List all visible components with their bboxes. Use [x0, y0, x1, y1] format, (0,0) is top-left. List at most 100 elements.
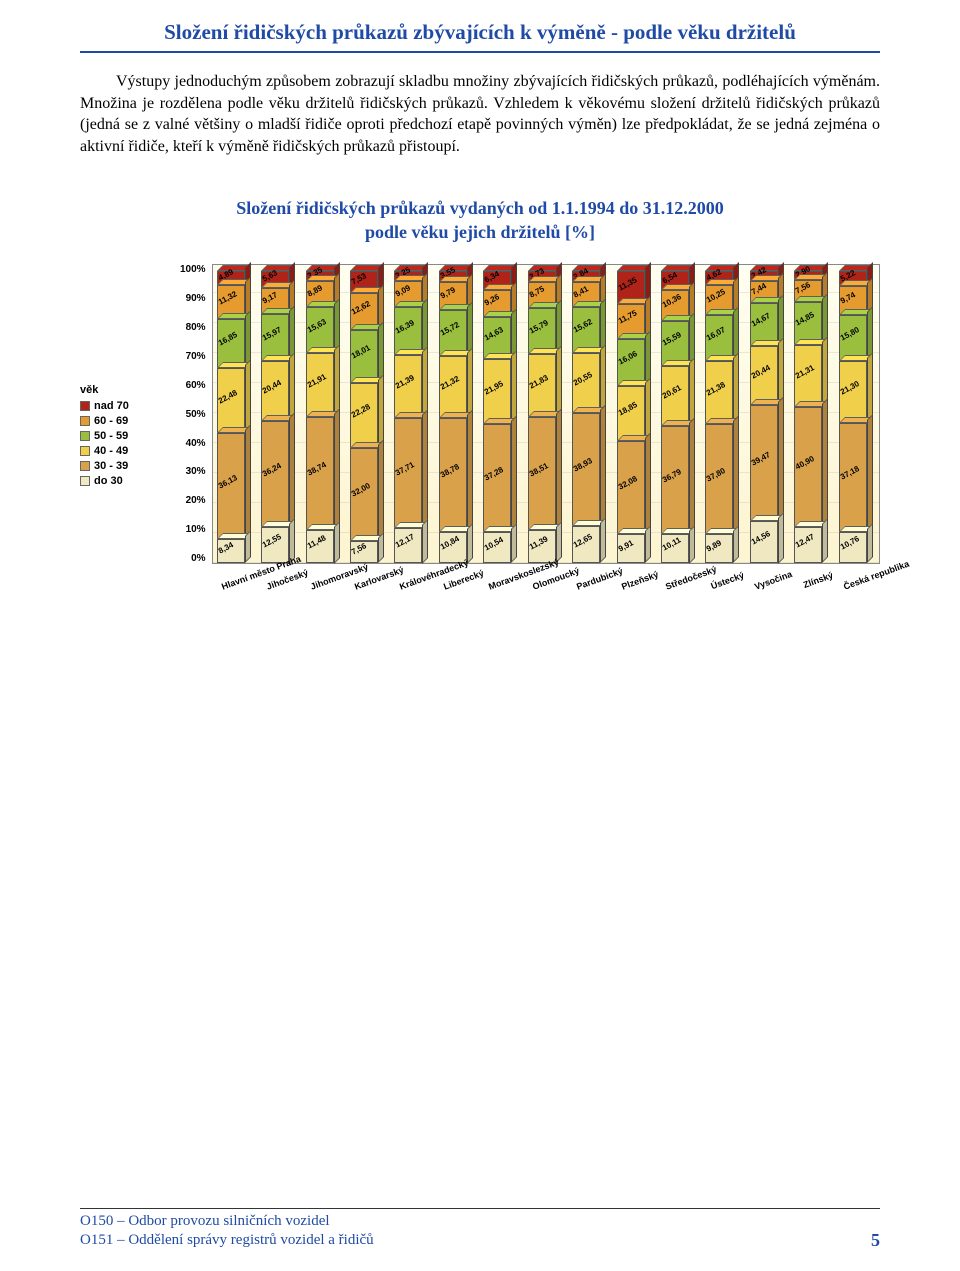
- legend-swatch: [80, 401, 90, 411]
- bar-segment-side: [867, 414, 873, 532]
- chart-title: Složení řidičských průkazů vydaných od 1…: [80, 197, 880, 244]
- page-number: 5: [871, 1230, 880, 1251]
- y-tick-label: 50%: [180, 409, 206, 420]
- bar-segment: 32,08: [617, 441, 645, 535]
- bar-segment: 21,91: [306, 353, 334, 417]
- bar-segment-side: [467, 347, 473, 418]
- bar-segment: 16,85: [217, 319, 245, 368]
- legend-label: 50 - 59: [94, 430, 128, 442]
- bar-segment: 38,74: [306, 417, 334, 530]
- bar-segment-side: [778, 512, 784, 564]
- bar-segment-side: [556, 345, 562, 418]
- bar-segment: 21,38: [705, 361, 733, 423]
- bar-segment-side: [600, 404, 606, 527]
- bar-segment: 22,28: [350, 383, 378, 448]
- section-title: Složení řidičských průkazů zbývajících k…: [80, 20, 880, 45]
- bar-segment: 22,48: [217, 368, 245, 434]
- bar-segment-side: [778, 396, 784, 520]
- chart-bar-column: 3,259,0916,3921,3937,7112,17: [394, 271, 430, 563]
- bar-segment: 36,13: [217, 433, 245, 538]
- chart-bar-column: 7,5312,6218,0122,2832,007,56: [350, 271, 386, 563]
- bar-segment: 10,11: [661, 534, 689, 564]
- y-tick-label: 40%: [180, 438, 206, 449]
- bar-segment: 39,47: [750, 405, 778, 520]
- bar-segment-side: [733, 415, 739, 534]
- x-tick-label: Vysočina: [753, 570, 790, 592]
- y-tick-label: 90%: [180, 293, 206, 304]
- bar-segment: 15,79: [528, 308, 556, 354]
- chart-bar-column: 3,559,7915,7221,3238,7810,84: [439, 271, 475, 563]
- legend-swatch: [80, 446, 90, 456]
- chart-bar-column: 5,639,1715,9720,4436,2412,55: [261, 271, 297, 563]
- legend-label: 40 - 49: [94, 445, 128, 457]
- legend-item: 30 - 39: [80, 460, 160, 472]
- chart-title-line1: Složení řidičských průkazů vydaných od 1…: [236, 198, 724, 218]
- bar-segment: 14,56: [750, 521, 778, 564]
- bar-segment: 37,80: [705, 424, 733, 534]
- x-tick-label: Pardubický: [575, 570, 612, 592]
- bar-segment: 12,65: [572, 526, 600, 563]
- bar-segment-side: [556, 408, 562, 529]
- legend-label: 60 - 69: [94, 415, 128, 427]
- legend-label: 30 - 39: [94, 460, 128, 472]
- y-tick-label: 100%: [180, 264, 206, 275]
- x-tick-label: Česká republika: [842, 570, 879, 592]
- bar-segment-side: [289, 412, 295, 527]
- bar-segment-side: [645, 377, 651, 441]
- chart-bar-column: 5,229,7415,8021,3037,1810,76: [839, 271, 875, 563]
- bar-segment-side: [289, 352, 295, 421]
- footer-line-2: O151 – Oddělení správy registrů vozidel …: [80, 1232, 880, 1249]
- bar-segment-side: [245, 424, 251, 538]
- legend-item: 40 - 49: [80, 445, 160, 457]
- bar-segment: 9,89: [705, 534, 733, 563]
- bar-segment-side: [822, 336, 828, 407]
- bar-segment-side: [511, 415, 517, 533]
- bar-segment: 12,47: [794, 527, 822, 563]
- bar-segment: 38,51: [528, 417, 556, 529]
- bar-segment: 40,90: [794, 407, 822, 526]
- page-footer: O150 – Odbor provozu silničních vozidel …: [80, 1208, 880, 1251]
- bar-segment: 9,91: [617, 534, 645, 563]
- chart-plot-area: 0%10%20%30%40%50%60%70%80%90%100% 4,8911…: [180, 264, 880, 580]
- y-tick-label: 70%: [180, 351, 206, 362]
- y-tick-label: 0%: [180, 553, 206, 564]
- bar-segment-side: [600, 344, 606, 413]
- bar-segment: 16,06: [617, 339, 645, 386]
- section-header: Složení řidičských průkazů zbývajících k…: [80, 20, 880, 53]
- chart-bar-column: 3,738,7515,7921,8338,5111,39: [528, 271, 564, 563]
- x-tick-label: Jihomoravský: [309, 570, 346, 592]
- chart-bar-column: 4,8911,3216,8522,4836,138,34: [217, 271, 253, 563]
- bar-segment: 20,44: [750, 346, 778, 406]
- legend-item: 50 - 59: [80, 430, 160, 442]
- bar-segment-side: [689, 417, 695, 533]
- chart-bar-column: 11,3511,7516,0618,8532,089,91: [617, 271, 653, 563]
- bar-segment: 37,71: [394, 418, 422, 528]
- bar-segment-side: [467, 523, 473, 564]
- bar-segment: 36,79: [661, 426, 689, 533]
- bar-segment: 20,55: [572, 353, 600, 413]
- bar-segment-side: [245, 359, 251, 434]
- x-tick-label: Zlínský: [797, 570, 834, 592]
- bar-segment: 37,18: [839, 423, 867, 532]
- legend-item: nad 70: [80, 400, 160, 412]
- bar-segment: 11,48: [306, 530, 334, 564]
- chart-bar-column: 4,6210,2516,0721,3837,809,89: [705, 271, 741, 563]
- body-paragraph: Výstupy jednoduchým způsobem zobrazují s…: [80, 71, 880, 157]
- bar-segment: 21,83: [528, 354, 556, 418]
- footer-line-1: O150 – Odbor provozu silničních vozidel: [80, 1213, 880, 1230]
- chart-bar-column: 3,848,4115,6220,5538,9312,65: [572, 271, 608, 563]
- bar-segment-side: [422, 409, 428, 528]
- bar-segment-side: [689, 357, 695, 426]
- x-tick-label: Plzeňský: [620, 570, 657, 592]
- x-tick-label: Středočeský: [664, 570, 701, 592]
- chart-bar-column: 6,5410,3615,5920,6136,7910,11: [661, 271, 697, 563]
- bar-segment: 12,17: [394, 528, 422, 564]
- chart-plot-box: 4,8911,3216,8522,4836,138,345,639,1715,9…: [212, 264, 880, 564]
- bar-segment-side: [822, 398, 828, 526]
- bar-segment-side: [378, 532, 384, 563]
- bar-segment-side: [378, 374, 384, 448]
- bar-segment: 15,63: [306, 307, 334, 353]
- bar-segment-side: [422, 346, 428, 417]
- chart-bar-column: 3,358,8915,6321,9138,7411,48: [306, 271, 342, 563]
- bar-segment-side: [867, 352, 873, 423]
